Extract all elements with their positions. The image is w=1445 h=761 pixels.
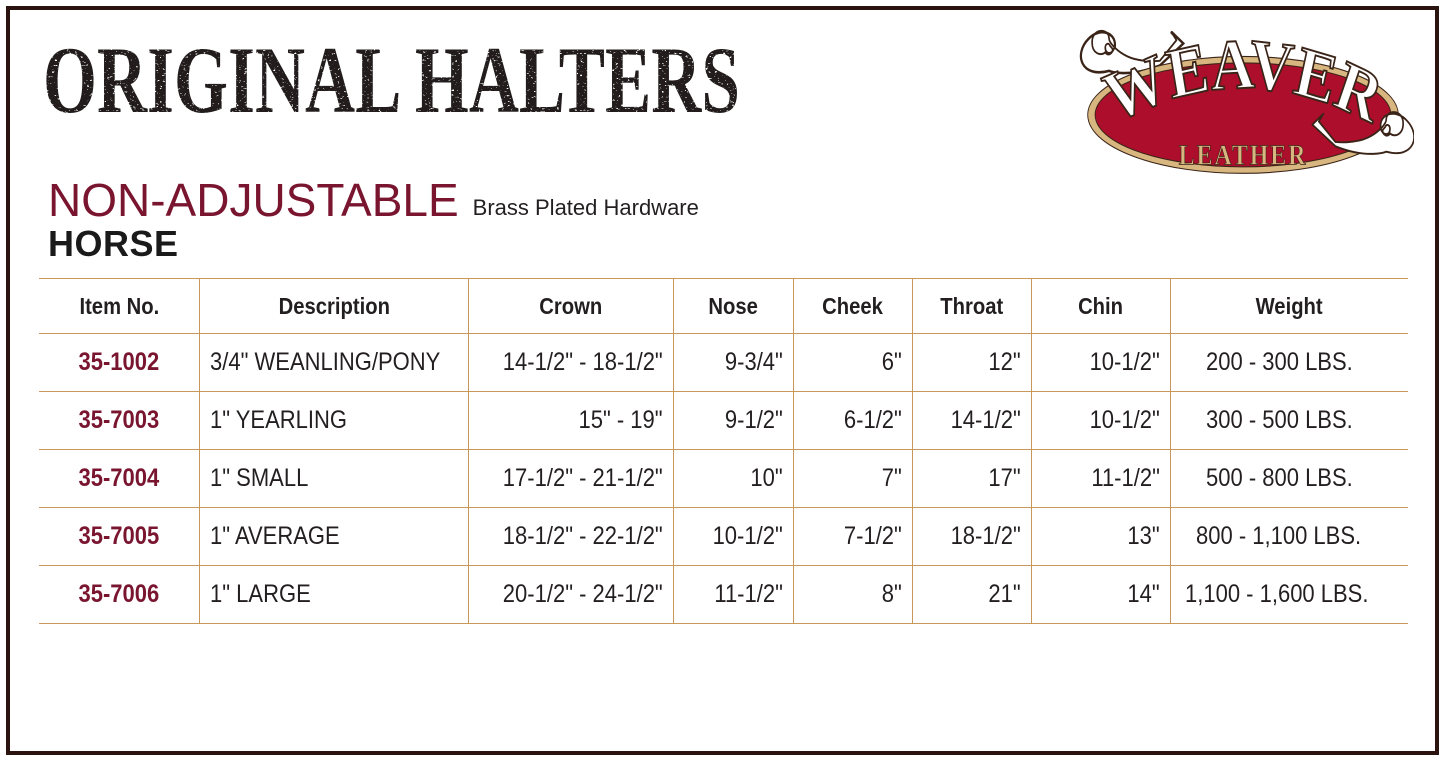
- svg-text:LEATHER: LEATHER: [1179, 140, 1308, 171]
